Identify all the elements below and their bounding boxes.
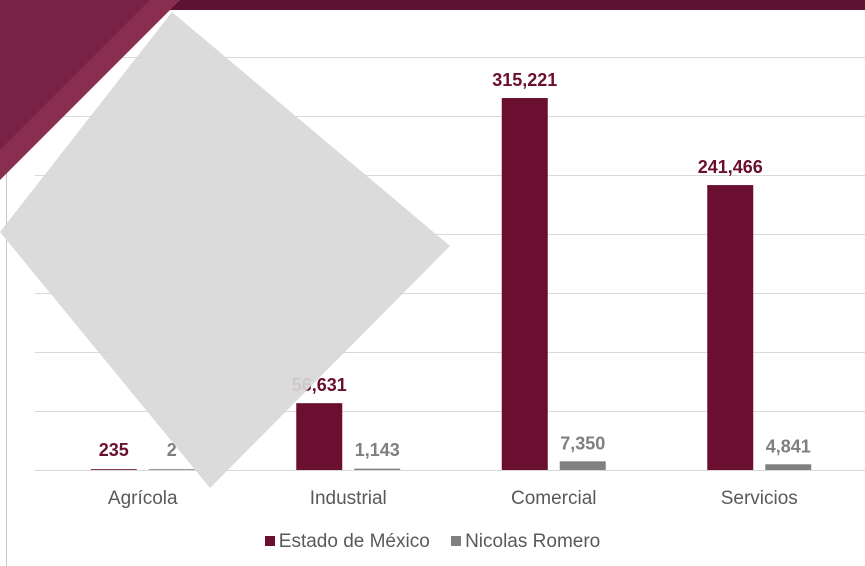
left-frame-line (6, 10, 7, 566)
legend-swatch-estado (264, 536, 275, 546)
data-label-nicolas-3: 4,841 (766, 436, 811, 456)
bar-estado-0 (90, 469, 137, 470)
decorative-corner-triangle (0, 0, 180, 180)
x-tick-label-2: Comercial (511, 488, 597, 509)
legend-item-nicolas: Nicolas Romero (451, 531, 600, 553)
legend-swatch-nicolas (451, 536, 462, 546)
decorative-gray-diamond (0, 12, 450, 488)
bar-estado-3 (707, 185, 754, 470)
bar-estado-2 (501, 98, 548, 471)
x-tick-label-0: Agrícola (108, 488, 178, 509)
bar-chart: 235 2Agrícola56,6311,143Industrial315,221… (35, 57, 865, 509)
x-tick-label-1: Industrial (310, 488, 387, 509)
x-tick-label-3: Servicios (721, 488, 798, 509)
bar-nicolas-2 (559, 461, 606, 470)
data-label-estado-0: 235 (99, 440, 129, 460)
top-color-band (0, 0, 865, 10)
data-label-nicolas-0: 2 (167, 440, 177, 460)
data-label-estado-2: 315,221 (492, 70, 557, 90)
data-label-nicolas-1: 1,143 (355, 440, 400, 460)
chart-legend: Estado de México Nicolas Romero (0, 531, 865, 553)
data-label-nicolas-2: 7,350 (560, 433, 605, 453)
bar-nicolas-3 (765, 464, 812, 470)
bar-nicolas-0 (148, 469, 195, 470)
legend-label-nicolas: Nicolas Romero (465, 531, 601, 552)
legend-label-estado: Estado de México (278, 531, 430, 552)
bar-estado-1 (296, 403, 343, 470)
bar-nicolas-1 (354, 468, 401, 470)
data-label-estado-3: 241,466 (698, 157, 763, 177)
legend-item-estado: Estado de México (264, 531, 430, 553)
